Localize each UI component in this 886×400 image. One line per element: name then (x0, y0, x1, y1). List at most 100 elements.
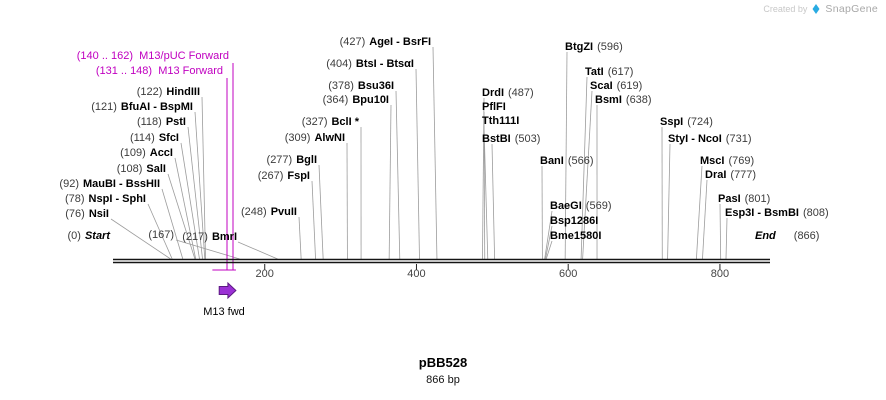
restriction-site-label[interactable]: (248) PvuII (241, 206, 297, 218)
site-position: (569) (585, 200, 612, 212)
restriction-site-label[interactable]: (108) SalI (117, 163, 166, 175)
enzyme-name: DrdI (482, 87, 504, 99)
restriction-site-label[interactable]: (427) AgeI - BsrFI (340, 36, 431, 48)
credit-brand: SnapGene (825, 3, 878, 15)
restriction-site-label[interactable]: BtgZI (596) (565, 41, 623, 53)
restriction-site-label[interactable]: (364) Bpu10I (323, 94, 389, 106)
enzyme-name: AgeI - BsrFI (369, 36, 431, 48)
site-position: (118) (136, 116, 162, 128)
site-position: (619) (616, 80, 643, 92)
restriction-site-label[interactable]: PflFI (482, 101, 506, 113)
site-position: (503) (514, 133, 541, 145)
enzyme-name: BfuAI - BspMI (120, 101, 193, 113)
restriction-site-label[interactable]: MscI (769) (700, 155, 754, 167)
restriction-site-label[interactable]: (121) BfuAI - BspMI (91, 101, 193, 113)
restriction-site-label[interactable]: (309) AlwNI (285, 132, 345, 144)
enzyme-name: SspI (660, 116, 684, 128)
restriction-site-label[interactable]: DrdI (487) (482, 87, 534, 99)
restriction-site-label[interactable]: (109) AccI (120, 147, 173, 159)
restriction-site-label[interactable]: (114) SfcI (130, 132, 179, 144)
restriction-site-label[interactable]: StyI - NcoI (731) (668, 133, 751, 145)
restriction-site-label[interactable]: End (866) (755, 230, 819, 242)
restriction-site-label[interactable]: (277) BglI (267, 154, 317, 166)
restriction-site-label[interactable]: (267) FspI (258, 170, 310, 182)
site-position: (277) (266, 154, 293, 166)
restriction-site-label[interactable]: (0) Start (67, 230, 110, 242)
enzyme-name: MauBI - BssHII (82, 178, 160, 190)
restriction-site-label[interactable]: Bme1580I (550, 230, 601, 242)
site-position: (267) (257, 170, 284, 182)
site-position: (866) (793, 230, 820, 242)
restriction-site-label[interactable]: Tth111I (482, 115, 519, 127)
restriction-site-label[interactable]: (76) NsiI (65, 208, 109, 220)
enzyme-name: NsiI (88, 208, 109, 220)
restriction-site-label[interactable]: Bsp1286I (550, 215, 598, 227)
enzyme-name: BclI * (331, 116, 359, 128)
restriction-site-label[interactable]: TatI (617) (585, 66, 633, 78)
site-position: (566) (567, 155, 594, 167)
enzyme-name: Bsp1286I (550, 215, 599, 227)
axis-tick-label: 800 (710, 268, 730, 280)
site-position: (0) (67, 230, 81, 242)
restriction-site-label[interactable]: ScaI (619) (590, 80, 642, 92)
restriction-site-label[interactable]: (92) MauBI - BssHII (59, 178, 160, 190)
restriction-site-label[interactable]: (217) BmrI (182, 231, 237, 243)
site-position: (427) (339, 36, 366, 48)
primer-annotation-label[interactable]: (131 .. 148) M13 Forward (95, 65, 223, 77)
restriction-site-label[interactable]: (167) (148, 229, 174, 241)
restriction-site-label[interactable]: BsmI (638) (595, 94, 652, 106)
restriction-site-label[interactable]: BanI (566) (540, 155, 594, 167)
enzyme-name: Tth111I (482, 115, 520, 127)
restriction-site-label[interactable]: (404) BtsI - BtsαI (326, 58, 414, 70)
restriction-site-label[interactable]: PasI (801) (718, 193, 770, 205)
restriction-site-label[interactable]: (78) NspI - SphI (65, 193, 146, 205)
enzyme-name: BtgZI (565, 41, 594, 53)
restriction-site-label[interactable]: SspI (724) (660, 116, 713, 128)
enzyme-name: End (755, 230, 776, 242)
enzyme-name: Bsu36I (357, 80, 394, 92)
enzyme-name: StyI - NcoI (668, 133, 722, 145)
enzyme-name: SfcI (158, 132, 179, 144)
enzyme-name: DraI (705, 169, 727, 181)
site-position: (378) (328, 80, 354, 92)
enzyme-name: PflFI (482, 101, 506, 113)
site-position: (487) (508, 87, 534, 99)
enzyme-name: Bme1580I (550, 230, 602, 242)
site-position: (248) (241, 206, 267, 218)
enzyme-name: BanI (540, 155, 564, 167)
site-position: (121) (91, 101, 117, 113)
enzyme-name: HindIII (166, 86, 200, 98)
site-position: (78) (64, 193, 85, 205)
restriction-site-label[interactable]: BaeGI (569) (550, 200, 611, 212)
restriction-site-label[interactable]: (378) Bsu36I (328, 80, 394, 92)
enzyme-name: AlwNI (314, 132, 345, 144)
enzyme-name: ScaI (590, 80, 613, 92)
site-position: (808) (802, 207, 829, 219)
site-position: (108) (116, 163, 143, 175)
enzyme-name: Start (84, 230, 110, 242)
restriction-site-label[interactable]: (122) HindIII (137, 86, 200, 98)
site-position: (617) (607, 66, 634, 78)
snapgene-logo-icon (811, 4, 821, 14)
axis-tick-label: 200 (255, 268, 274, 280)
restriction-site-label[interactable]: DraI (777) (705, 169, 756, 181)
site-position: (596) (597, 41, 623, 53)
enzyme-name: BaeGI (550, 200, 582, 212)
site-position: (724) (687, 116, 713, 128)
primer-annotation-label[interactable]: (140 .. 162) M13/pUC Forward (76, 50, 229, 62)
enzyme-name: BtsI - BtsαI (355, 58, 414, 70)
credit-prefix: Created by (763, 4, 808, 14)
site-position: (327) (301, 116, 328, 128)
site-position: (404) (326, 58, 352, 70)
enzyme-name: BglI (296, 154, 317, 166)
site-position: (167) (148, 229, 174, 241)
restriction-site-label[interactable]: Esp3I - BsmBI (808) (725, 207, 829, 219)
restriction-site-label[interactable]: (118) PstI (137, 116, 186, 128)
restriction-site-label[interactable]: BstBI (503) (482, 133, 540, 145)
restriction-site-label[interactable]: (327) BclI * (302, 116, 359, 128)
site-position: (217) (182, 231, 208, 243)
site-position: (777) (730, 169, 757, 181)
enzyme-name: FspI (287, 170, 310, 182)
